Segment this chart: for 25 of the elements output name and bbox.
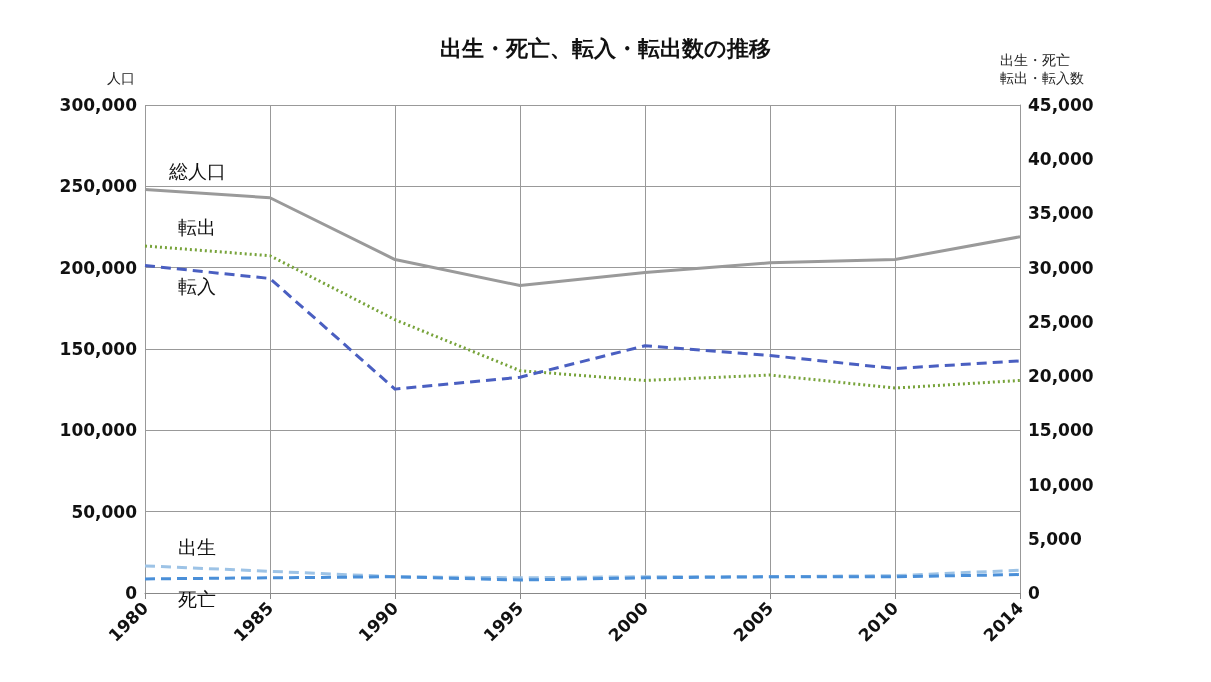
y2-tick-label: 25,000 (1028, 311, 1094, 332)
y-tick-label: 100,000 (59, 420, 138, 441)
y2-tick-label: 0 (1028, 583, 1040, 603)
y2-tick-label: 45,000 (1028, 95, 1094, 115)
y2-tick-label: 40,000 (1028, 149, 1094, 170)
y-tick-label: 250,000 (59, 176, 138, 197)
y2-tick-label: 35,000 (1028, 203, 1094, 224)
y-tick-label: 0 (125, 583, 138, 603)
y-tick-label: 150,000 (59, 339, 138, 359)
series-label: 総人口 (167, 160, 226, 183)
y2-tick-label: 15,000 (1028, 420, 1094, 441)
y2-tick-label: 30,000 (1028, 257, 1094, 278)
y-tick-label: 200,000 (59, 257, 138, 278)
series-label: 転出 (178, 216, 216, 239)
y2-tick-label: 5,000 (1028, 528, 1082, 549)
y-tick-label: 300,000 (59, 95, 138, 115)
series-label: 出生 (178, 536, 216, 559)
y2-tick-label: 20,000 (1028, 366, 1094, 387)
series-label: 転入 (178, 275, 216, 297)
y2-axis-title: 出生・死亡転出・転入数 (1000, 52, 1084, 86)
chart-title: 出生・死亡、転入・転出数の推移 (440, 35, 771, 61)
y-tick-label: 50,000 (71, 501, 138, 522)
series-label: 死亡 (178, 588, 216, 611)
y2-tick-label: 10,000 (1028, 474, 1094, 495)
y-axis-title: 人口 (107, 70, 135, 86)
